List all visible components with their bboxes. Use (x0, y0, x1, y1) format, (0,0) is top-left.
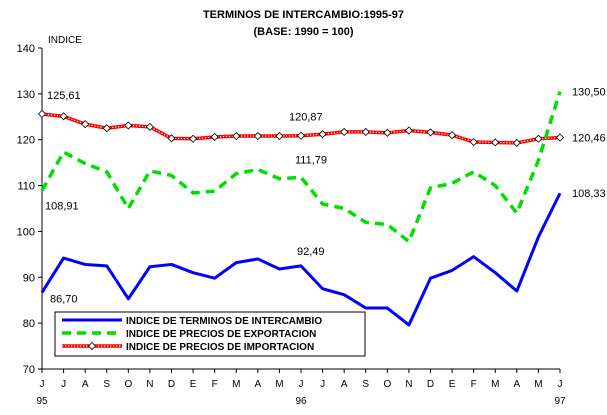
y-tick-label: 70 (23, 364, 35, 376)
y-tick-label: 80 (23, 318, 35, 330)
x-tick-label: J (299, 379, 304, 390)
x-tick-label: F (212, 379, 218, 390)
y-tick-label: 100 (17, 226, 35, 238)
data-label: 92,49 (297, 246, 325, 258)
series-marker-import (512, 138, 521, 147)
series-marker-import (102, 124, 111, 133)
y-tick-label: 130 (17, 89, 35, 101)
x-tick-label: J (320, 379, 325, 390)
x-tick-label: J (61, 379, 66, 390)
data-label: 108,33 (572, 188, 606, 200)
data-label: 111,79 (295, 154, 327, 166)
series-marker-import (59, 112, 68, 121)
legend-label: INDICE DE PRECIOS DE EXPORTACION (126, 329, 316, 340)
series-marker-import (469, 137, 478, 147)
x-tick-label: A (341, 379, 348, 390)
series-marker-import (37, 109, 47, 119)
x-tick-label: O (383, 379, 391, 390)
series-marker-import (448, 131, 457, 140)
x-tick-label: O (124, 379, 132, 390)
x-tick-label: A (254, 379, 261, 390)
legend-label: INDICE DE TERMINOS DE INTERCAMBIO (126, 316, 322, 327)
y-tick-label: 140 (17, 43, 35, 55)
data-label: 125,61 (47, 90, 81, 102)
x-tick-label: S (103, 379, 110, 390)
y-tick-label: 120 (17, 135, 35, 147)
series-group (37, 91, 565, 327)
legend-swatch-import-marker (87, 341, 97, 351)
x-tick-label: M (534, 379, 542, 390)
legend: INDICE DE TERMINOS DE INTERCAMBIO INDICE … (54, 311, 366, 357)
x-tick-label: N (146, 379, 153, 390)
x-tick-label: J (558, 379, 563, 390)
series-marker-import (275, 131, 284, 141)
y-tick-label: 90 (23, 272, 35, 284)
series-marker-import (124, 121, 133, 130)
data-label: 120,87 (289, 112, 323, 124)
series-marker-import (253, 131, 262, 141)
series-marker-import (81, 120, 90, 129)
x-tick-label: M (232, 379, 240, 390)
data-label: 108,91 (45, 201, 79, 213)
series-marker-import (491, 138, 500, 147)
series-line-terms-of-trade (40, 192, 562, 327)
x-tick-label: J (40, 379, 45, 390)
x-year-label: 96 (295, 396, 307, 407)
series-marker-import (383, 128, 392, 137)
series-marker-import (555, 133, 565, 142)
x-tick-label: S (362, 379, 369, 390)
series-marker-import (340, 127, 349, 136)
x-tick-label: N (405, 379, 412, 390)
y-axis-label: INDICE (48, 35, 82, 46)
data-label: 120,46 (572, 133, 606, 145)
x-tick-label: F (471, 379, 477, 390)
data-label: 86,70 (50, 293, 78, 305)
x-tick-label: M (275, 379, 283, 390)
series-marker-import (296, 131, 306, 140)
series-marker-import (167, 134, 176, 143)
x-year-label: 97 (554, 396, 566, 407)
chart-subtitle: (BASE: 1990 = 100) (253, 26, 354, 38)
x-year-label: 95 (36, 396, 48, 407)
series-marker-import (318, 130, 327, 139)
y-ticks: 70 80 90 100 110 120 130 140 (17, 43, 42, 376)
series-marker-import (404, 126, 413, 135)
x-tick-label: D (168, 379, 175, 390)
series-marker-import (189, 134, 198, 143)
y-tick-label: 110 (17, 181, 35, 193)
x-tick-label: A (513, 379, 520, 390)
x-tick-label: A (82, 379, 89, 390)
data-labels: 125,61 108,91 86,70 120,87 111,79 92,49 130,50… (45, 87, 606, 306)
series-marker-import (426, 128, 435, 137)
legend-label: INDICE DE PRECIOS DE IMPORTACION (126, 342, 314, 353)
series-marker-import (210, 132, 219, 142)
series-marker-import (232, 131, 241, 141)
x-tick-label: E (449, 379, 456, 390)
x-tick-label: M (491, 379, 499, 390)
x-ticks: J J A S O N D E F M A M J J A S O N D E F M A M J 95 96 97 (36, 369, 566, 407)
x-tick-label: D (427, 379, 434, 390)
series-marker-import (145, 122, 154, 131)
chart-title: TERMINOS DE INTERCAMBIO:1995-97 (202, 9, 405, 21)
x-tick-label: E (190, 379, 197, 390)
series-marker-import (361, 127, 370, 136)
series-marker-import (534, 134, 543, 143)
data-label: 130,50 (572, 87, 606, 99)
